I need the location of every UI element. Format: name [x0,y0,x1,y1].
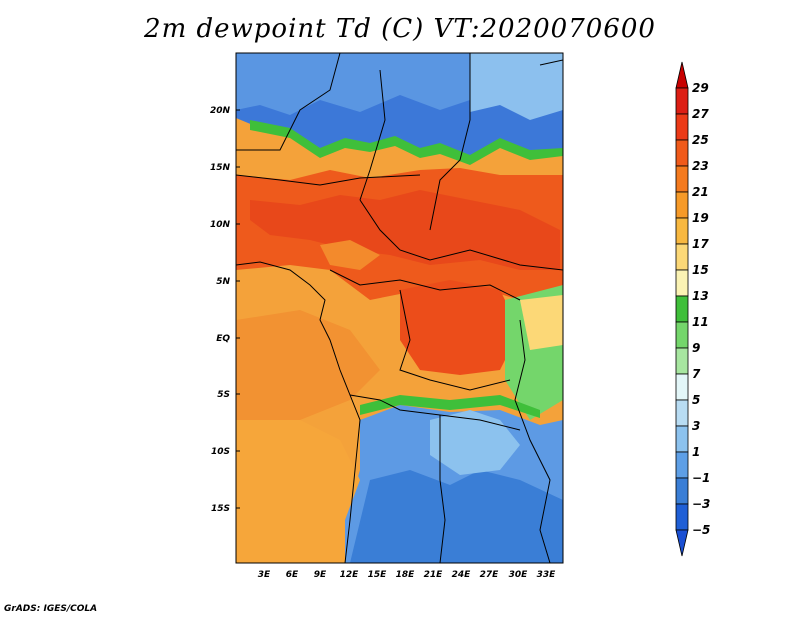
colorbar-segment [675,113,689,141]
map-frame [235,52,564,564]
lat-label: 15N [210,163,231,173]
colorbar-label: 13 [692,289,709,303]
colorbar-label: 25 [692,133,709,147]
lon-label: 6E [286,570,299,580]
lon-label: 27E [480,570,500,580]
colorbar-label: 1 [692,445,700,459]
lat-label: 10N [210,220,231,230]
colorbar-label: 27 [692,107,709,121]
colorbar-label: −5 [692,523,710,537]
colorbar-label: 15 [692,263,709,277]
southern-dry-core [350,470,563,563]
colorbar-bottom-arrow [675,529,689,557]
colorbar-segment [675,477,689,505]
colorbar-label: 11 [692,315,709,329]
lat-label: EQ [216,334,230,344]
colorbar-segment [675,347,689,375]
sahara-light [470,53,563,120]
colorbar-segment [675,451,689,479]
colorbar-segment [675,321,689,349]
colorbar-segment [675,139,689,167]
colorbar-segment [675,217,689,245]
colorbar-label: 7 [692,367,701,381]
colorbar-label: 9 [692,341,700,355]
lon-label: 9E [314,570,327,580]
colorbar-segment [675,87,689,115]
sahara-blue-mid [236,53,470,115]
colorbar-label: −1 [692,471,710,485]
colorbar-label: 29 [692,81,709,95]
lake-victoria-region [520,295,563,350]
lon-label: 3E [258,570,271,580]
colorbar-label: 3 [692,419,700,433]
colorbar-label: −3 [692,497,710,511]
lon-label: 12E [340,570,360,580]
colorbar-label: 21 [692,185,709,199]
lon-label: 30E [509,570,529,580]
longitude-axis: 3E 6E 9E 12E 15E 18E 21E 24E 27E 30E 33E [258,570,556,580]
latitude-axis: 20N 15N 10N 5N EQ 5S 10S 15S [210,106,240,514]
colorbar-label: 5 [692,393,700,407]
colorbar-labels: 29 27 25 23 21 19 17 15 13 11 9 7 5 3 1 … [692,81,710,537]
colorbar-top-arrow [675,61,689,89]
lat-label: 15S [211,504,230,514]
wet-band-core [250,190,560,270]
congo-basin [400,280,520,375]
colorbar-segment [675,243,689,271]
highland-patch [320,240,380,270]
lon-label: 21E [424,570,444,580]
lon-label: 24E [452,570,472,580]
lat-label: 5N [216,277,230,287]
colorbar-label: 17 [692,237,709,251]
colorbar-segment [675,373,689,401]
colorbar-segment [675,503,689,531]
colorbar [675,61,689,557]
map-title: 2m dewpoint Td (C) VT:2020070600 [144,14,656,44]
colorbar-segment [675,269,689,297]
atlantic-coast [236,310,380,420]
southern-transition [360,395,540,418]
sahel-transition [250,120,563,165]
lon-label: 18E [396,570,416,580]
colorbar-segment [675,165,689,193]
southern-light [430,410,520,475]
colorbar-segment [675,399,689,427]
colorbar-segment [675,191,689,219]
lon-label: 33E [537,570,557,580]
lat-label: 5S [217,390,230,400]
lat-label: 10S [211,447,230,457]
grads-credit: GrADS: IGES/COLA [4,604,98,614]
colorbar-label: 19 [692,211,709,225]
lat-label: 20N [210,106,231,116]
lon-label: 15E [368,570,388,580]
colorbar-segment [675,295,689,323]
dewpoint-field [236,53,563,563]
country-borders [236,53,563,563]
colorbar-label: 23 [692,159,709,173]
colorbar-segment [675,425,689,453]
south-atlantic [236,420,360,563]
